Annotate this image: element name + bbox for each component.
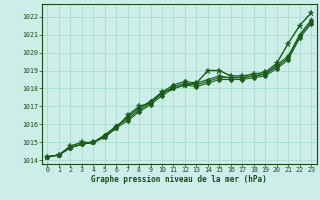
X-axis label: Graphe pression niveau de la mer (hPa): Graphe pression niveau de la mer (hPa) bbox=[91, 175, 267, 184]
